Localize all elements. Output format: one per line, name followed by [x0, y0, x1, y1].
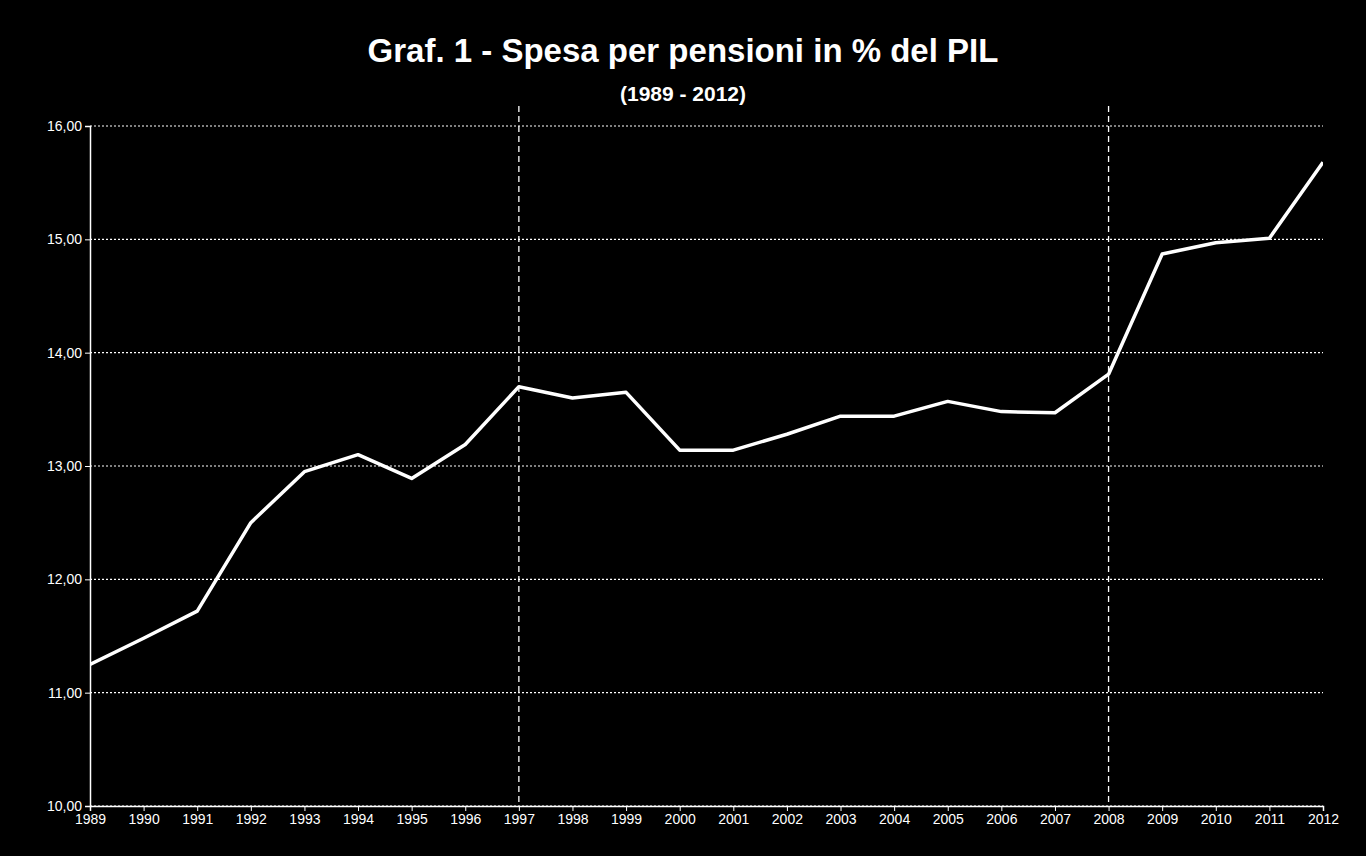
- tick: 2012: [1308, 806, 1339, 827]
- tick-mark: [85, 806, 90, 807]
- tick: 2008: [1093, 806, 1124, 827]
- tick-label: 2009: [1147, 811, 1178, 827]
- tick: 1991: [182, 806, 213, 827]
- tick: 14,00: [47, 345, 90, 361]
- tick: 2011: [1255, 806, 1285, 827]
- tick: 11,00: [48, 685, 90, 701]
- tick: 1989: [75, 806, 106, 827]
- tick: 2009: [1147, 806, 1178, 827]
- tick-label: 2003: [825, 811, 856, 827]
- tick-label: 2004: [879, 811, 910, 827]
- tick-label: 1995: [397, 811, 428, 827]
- tick-label: 11,00: [48, 685, 82, 701]
- tick-label: 2006: [986, 811, 1017, 827]
- grid-line: [90, 465, 1323, 466]
- grid-line: [90, 352, 1323, 353]
- title: Graf. 1 - Spesa per pensioni in % del PI…: [368, 32, 999, 69]
- x-axis: 1989 1990 1991 1992 1993 1994 1995 1996 1997 1998…: [75, 806, 1339, 827]
- grid-line: [90, 239, 1323, 240]
- tick-label: 12,00: [47, 571, 82, 587]
- subtitle: (1989 - 2012): [620, 82, 746, 105]
- tick-label: 1999: [611, 811, 642, 827]
- tick-label: 1993: [289, 811, 320, 827]
- tick-label: 2012: [1308, 811, 1339, 827]
- tick: 1998: [557, 806, 588, 827]
- tick: 1990: [129, 806, 160, 827]
- tick: 16,00: [47, 118, 90, 134]
- tick: 2004: [879, 806, 910, 827]
- tick: 2007: [1040, 806, 1071, 827]
- reference-line: [518, 106, 519, 806]
- tick-label: 2011: [1255, 811, 1285, 827]
- tick-label: 1989: [75, 811, 106, 827]
- tick: 2001: [718, 806, 749, 827]
- axis-line: [91, 807, 1324, 812]
- axis-line: [85, 127, 91, 807]
- tick: 2006: [986, 806, 1017, 827]
- tick: 1996: [450, 806, 481, 827]
- tick-mark: [85, 693, 90, 694]
- reference-lines: [519, 106, 1109, 806]
- tick-label: 15,00: [47, 231, 82, 247]
- tick: 2003: [825, 806, 856, 827]
- tick: 2010: [1201, 806, 1232, 827]
- reference-line: [1108, 106, 1109, 806]
- tick-label: 1998: [557, 811, 588, 827]
- grid: [90, 126, 1323, 806]
- tick-label: 1997: [504, 811, 535, 827]
- tick-label: 1990: [129, 811, 160, 827]
- tick: 2005: [933, 806, 964, 827]
- chart: Graf. 1 - Spesa per pensioni in % del PI…: [0, 0, 1366, 856]
- tick-label: 14,00: [47, 345, 82, 361]
- tick-label: 1991: [182, 811, 213, 827]
- tick-label: 2007: [1040, 811, 1071, 827]
- tick-mark: [85, 466, 90, 467]
- tick: 1999: [611, 806, 642, 827]
- tick-label: 2002: [772, 811, 803, 827]
- tick: 1992: [236, 806, 267, 827]
- tick-mark: [85, 579, 90, 580]
- tick-label: 2008: [1093, 811, 1124, 827]
- grid-line: [90, 125, 1323, 126]
- tick: 2002: [772, 806, 803, 827]
- tick-label: 16,00: [47, 118, 82, 134]
- data-line: [90, 162, 1323, 664]
- grid-line: [90, 579, 1323, 580]
- tick: 1995: [397, 806, 428, 827]
- tick: 1993: [289, 806, 320, 827]
- y-axis: 10,0011,0012,0013,0014,0015,0016,00: [47, 118, 91, 814]
- tick: 12,00: [47, 571, 90, 587]
- tick-label: 2001: [718, 811, 749, 827]
- tick-label: 2005: [933, 811, 964, 827]
- tick-label: 1996: [450, 811, 481, 827]
- tick: 1997: [504, 806, 535, 827]
- tick: 13,00: [47, 458, 90, 474]
- tick-label: 1994: [343, 811, 374, 827]
- tick: 2000: [665, 806, 696, 827]
- tick-mark: [85, 126, 90, 127]
- tick-label: 1992: [236, 811, 267, 827]
- plot-area: [90, 162, 1323, 664]
- tick-label: 2000: [665, 811, 696, 827]
- tick-label: 13,00: [47, 458, 82, 474]
- tick: 15,00: [47, 231, 90, 247]
- grid-line: [90, 692, 1323, 693]
- tick-label: 2010: [1201, 811, 1232, 827]
- tick: 1994: [343, 806, 374, 827]
- tick-mark: [85, 353, 90, 354]
- tick-mark: [85, 239, 90, 240]
